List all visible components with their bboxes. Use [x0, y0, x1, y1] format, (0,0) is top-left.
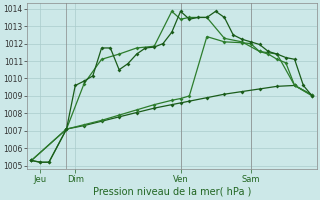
X-axis label: Pression niveau de la mer( hPa ): Pression niveau de la mer( hPa ) — [92, 187, 251, 197]
